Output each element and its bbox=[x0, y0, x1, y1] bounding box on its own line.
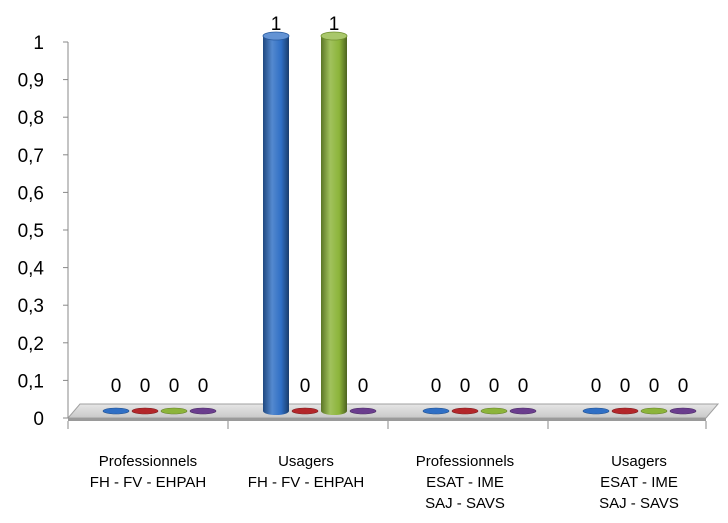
data-label: 0 bbox=[358, 376, 369, 397]
data-label: 1 bbox=[329, 14, 340, 35]
bar-zero-disc bbox=[582, 407, 610, 415]
x-category-label: Usagers FH - FV - EHPAH bbox=[248, 453, 364, 491]
y-tick-label: 0,7 bbox=[18, 146, 44, 167]
x-category-label: Usagers ESAT - IME SAJ - SAVS bbox=[599, 453, 679, 512]
data-label: 0 bbox=[300, 376, 311, 397]
data-label: 0 bbox=[678, 376, 689, 397]
bar-zero-disc bbox=[480, 407, 508, 415]
data-label: 0 bbox=[591, 376, 602, 397]
data-label: 0 bbox=[198, 376, 209, 397]
bar-zero-disc bbox=[422, 407, 450, 415]
y-tick-label: 0,5 bbox=[18, 221, 44, 242]
data-label: 0 bbox=[518, 376, 529, 397]
data-label: 0 bbox=[460, 376, 471, 397]
data-label: 1 bbox=[271, 14, 282, 35]
x-category-label: Professionnels ESAT - IME SAJ - SAVS bbox=[416, 453, 514, 512]
data-label: 0 bbox=[489, 376, 500, 397]
data-label: 0 bbox=[140, 376, 151, 397]
data-label: 0 bbox=[431, 376, 442, 397]
bar-top bbox=[262, 31, 290, 41]
y-tick-label: 0,3 bbox=[18, 296, 44, 317]
y-tick-label: 0,8 bbox=[18, 108, 44, 129]
bar-zero-disc bbox=[131, 407, 159, 415]
y-tick-label: 0,4 bbox=[18, 259, 45, 280]
bar-marks bbox=[102, 31, 697, 415]
chart-floor bbox=[66, 403, 720, 421]
bar-zero-disc bbox=[509, 407, 537, 415]
y-tick-label: 0,1 bbox=[18, 371, 44, 392]
bar-zero-disc bbox=[611, 407, 639, 415]
data-label: 0 bbox=[111, 376, 122, 397]
y-tick-label: 1 bbox=[33, 33, 44, 54]
y-axis: 0 0,1 0,2 0,3 0,4 0,5 0,6 0,7 0,8 0,9 1 bbox=[18, 33, 69, 430]
data-label: 0 bbox=[620, 376, 631, 397]
bar-zero-disc bbox=[102, 407, 130, 415]
bar-zero-disc bbox=[189, 407, 217, 415]
data-label: 0 bbox=[169, 376, 180, 397]
bar bbox=[321, 36, 347, 415]
bar bbox=[263, 36, 289, 415]
bar-zero-disc bbox=[640, 407, 668, 415]
y-tick-label: 0,2 bbox=[18, 334, 44, 355]
x-axis-categories: Professionnels FH - FV - EHPAH Usagers FH -… bbox=[67, 421, 707, 512]
bar-zero-disc bbox=[451, 407, 479, 415]
x-category-label: Professionnels FH - FV - EHPAH bbox=[90, 453, 206, 491]
bar-zero-disc bbox=[160, 407, 188, 415]
y-tick-label: 0,6 bbox=[18, 183, 44, 204]
bar-zero-disc bbox=[669, 407, 697, 415]
floor-edge bbox=[68, 418, 706, 421]
y-tick-label: 0,9 bbox=[18, 71, 44, 92]
bar-top bbox=[320, 31, 348, 41]
bar-zero-disc bbox=[291, 407, 319, 415]
y-tick-label: 0 bbox=[33, 409, 44, 430]
bar-zero-disc bbox=[349, 407, 377, 415]
data-label: 0 bbox=[649, 376, 660, 397]
